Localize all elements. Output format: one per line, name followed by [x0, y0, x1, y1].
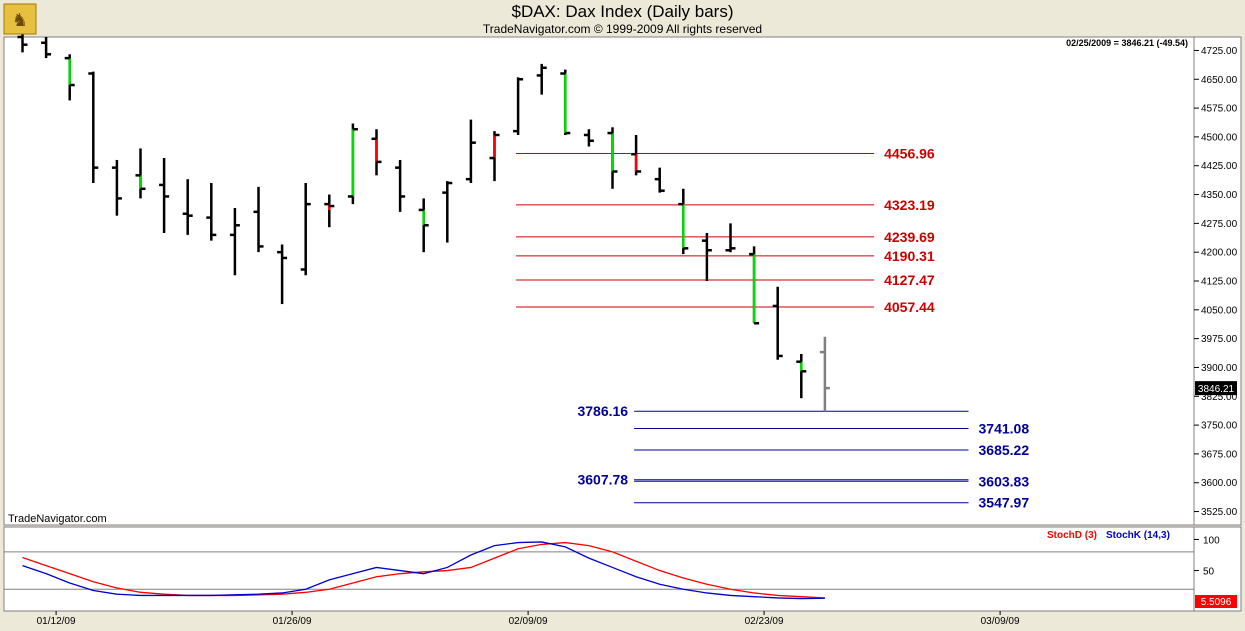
price-tick-label: 3600.00 — [1201, 478, 1238, 489]
ohlc-bar — [253, 186, 264, 253]
level-label-support: 3603.83 — [979, 473, 1030, 489]
ohlc-bar — [324, 194, 335, 228]
price-tick-label: 3825.00 — [1201, 392, 1238, 403]
logo-glyph: ♞ — [12, 10, 28, 30]
price-tick-label: 4200.00 — [1201, 248, 1238, 259]
price-tick-label: 4275.00 — [1201, 219, 1238, 230]
price-tick-label: 3975.00 — [1201, 334, 1238, 345]
logo-icon — [3, 3, 37, 35]
ohlc-bar — [560, 69, 571, 135]
stoch-panel — [3, 526, 1195, 612]
ohlc-bar — [819, 336, 830, 412]
level-label-resistance: 4057.44 — [884, 299, 935, 315]
ohlc-bar — [654, 167, 665, 193]
ohlc-bar — [418, 198, 429, 253]
level-label-support: 3607.78 — [577, 472, 628, 488]
level-label-resistance: 4190.31 — [884, 248, 935, 264]
stoch-series-line — [22, 541, 825, 600]
ohlc-bar — [725, 223, 736, 253]
ohlc-bar — [135, 148, 146, 199]
level-label-resistance: 4239.69 — [884, 229, 935, 245]
price-tick-label: 4725.00 — [1201, 46, 1238, 57]
price-tick-label: 4125.00 — [1201, 277, 1238, 288]
ohlc-bar — [678, 188, 689, 255]
ohlc-bar — [631, 134, 642, 176]
stoch-last-tag — [1195, 595, 1237, 608]
ohlc-bar — [701, 232, 712, 281]
x-tick-label: 02/23/09 — [745, 616, 784, 627]
ohlc-bar — [583, 129, 594, 147]
x-tick-label: 01/12/09 — [37, 616, 76, 627]
ohlc-bar — [772, 286, 783, 360]
ohlc-bar — [41, 37, 52, 59]
ohlc-bar — [513, 77, 524, 135]
ohlc-bar — [442, 181, 453, 243]
ohlc-bar — [347, 123, 358, 205]
ohlc-bar — [796, 354, 807, 399]
chart-subtitle: TradeNavigator.com © 1999-2009 All right… — [482, 22, 763, 36]
ohlc-bar — [64, 54, 75, 101]
legend-stochd: StochD (3) — [1047, 530, 1097, 541]
ohlc-bar — [607, 127, 618, 189]
ohlc-bar — [88, 71, 99, 184]
price-tick-label: 3525.00 — [1201, 507, 1238, 518]
last-price-label: 3846.21 — [1198, 384, 1235, 395]
ohlc-bar — [159, 158, 170, 233]
level-label-support: 3547.97 — [979, 495, 1030, 511]
price-tick-label: 4575.00 — [1201, 104, 1238, 115]
price-tick-label: 4050.00 — [1201, 305, 1238, 316]
ohlc-bar — [206, 183, 217, 241]
ohlc-bar — [277, 244, 288, 305]
price-tick-label: 4650.00 — [1201, 75, 1238, 86]
stoch-tick-label: 100 — [1203, 535, 1220, 546]
price-tick-label: 4500.00 — [1201, 132, 1238, 143]
ohlc-bar — [111, 159, 122, 216]
legend-stochk: StochK (14,3) — [1106, 530, 1170, 541]
ohlc-bar — [300, 183, 311, 276]
ohlc-bar — [749, 246, 760, 325]
price-axis-panel — [1193, 36, 1242, 526]
price-tick-label: 3900.00 — [1201, 363, 1238, 374]
level-label-support: 3741.08 — [979, 421, 1030, 437]
price-tick-label: 4350.00 — [1201, 190, 1238, 201]
chart-title: $DAX: Dax Index (Daily bars) — [511, 2, 734, 21]
ohlc-bar — [395, 159, 406, 212]
ohlc-bar — [182, 179, 193, 235]
price-tick-label: 3675.00 — [1201, 449, 1238, 460]
level-label-resistance: 4323.19 — [884, 197, 935, 213]
ohlc-bar — [465, 119, 476, 184]
level-label-support: 3685.22 — [979, 442, 1030, 458]
stoch-tick-label: 50 — [1203, 567, 1215, 578]
level-label-support: 3786.16 — [577, 403, 628, 419]
x-tick-label: 01/26/09 — [273, 616, 312, 627]
level-label-resistance: 4456.96 — [884, 145, 935, 161]
level-label-resistance: 4127.47 — [884, 272, 935, 288]
x-tick-label: 02/09/09 — [509, 616, 548, 627]
price-tick-label: 3750.00 — [1201, 421, 1238, 432]
stoch-series-line — [22, 541, 825, 599]
stoch-last-label: 5.5096 — [1201, 597, 1232, 608]
ohlc-bar — [229, 207, 240, 276]
ohlc-bar — [489, 131, 500, 182]
x-tick-label: 03/09/09 — [981, 616, 1020, 627]
last-price-tag — [1195, 381, 1237, 396]
price-tick-label: 4425.00 — [1201, 161, 1238, 172]
ohlc-bar — [536, 63, 547, 95]
last-quote-text: 02/25/2009 = 3846.21 (-49.54) — [1066, 38, 1188, 48]
price-panel — [3, 36, 1195, 526]
watermark-text: TradeNavigator.com — [8, 513, 107, 525]
ohlc-bar — [371, 129, 382, 176]
